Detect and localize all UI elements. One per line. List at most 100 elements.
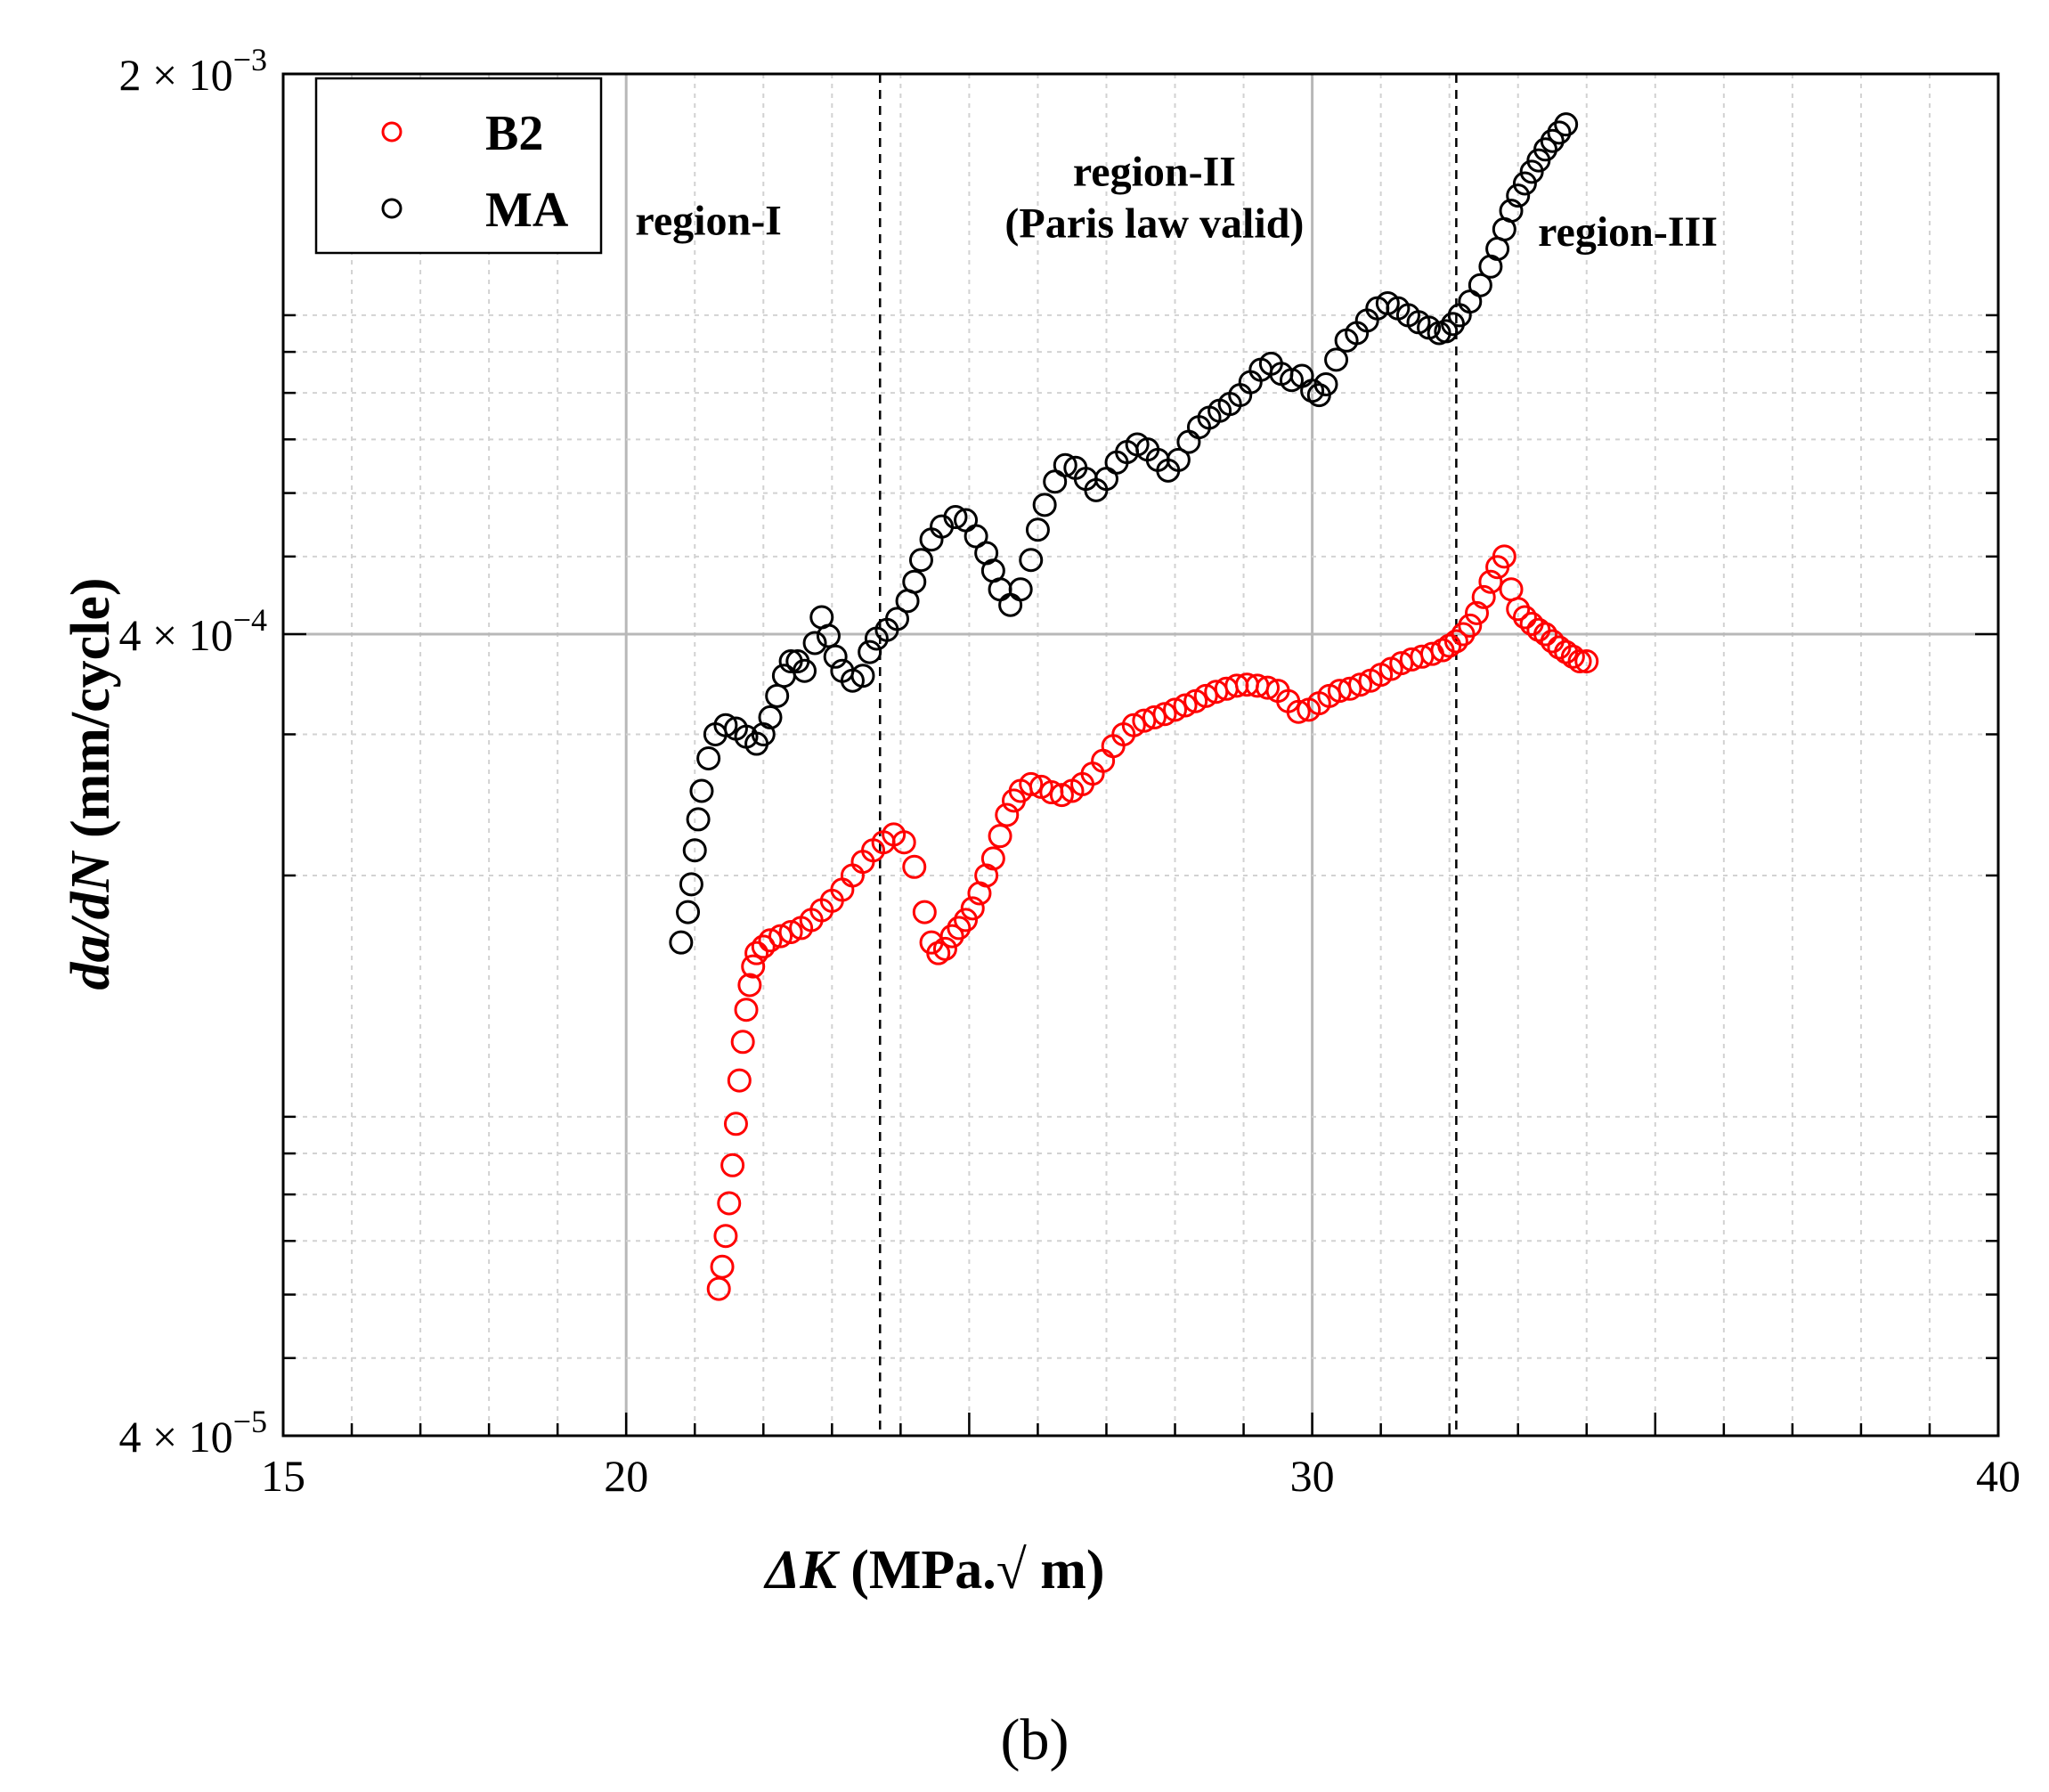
legend-marker-b2: [381, 121, 402, 143]
data-point-ma: [1512, 171, 1537, 196]
data-point-ma: [1008, 577, 1033, 602]
data-point-ma: [689, 778, 714, 803]
data-point-b2: [1348, 672, 1373, 697]
data-point-ma: [1019, 548, 1044, 573]
data-point-ma: [885, 607, 910, 631]
data-point-ma: [696, 745, 721, 770]
data-point-ma: [765, 683, 790, 708]
data-point-b2: [1478, 569, 1503, 594]
data-point-ma: [669, 930, 694, 955]
data-point-b2: [741, 954, 766, 979]
x-tick-label: 20: [604, 1451, 648, 1501]
data-point-b2: [1506, 597, 1531, 622]
legend-label-b2: B2: [485, 106, 543, 161]
data-point-ma: [1533, 137, 1558, 162]
data-point-ma: [1279, 368, 1304, 393]
data-point-b2: [1193, 683, 1218, 708]
data-point-b2: [1256, 675, 1281, 700]
data-point-ma: [1166, 447, 1191, 472]
legend-box: [314, 77, 603, 255]
x-tick-label: 15: [261, 1451, 305, 1501]
data-point-b2: [720, 1153, 745, 1177]
series-b2: [706, 544, 1599, 1301]
data-point-ma: [1300, 379, 1325, 403]
data-point-b2: [1567, 649, 1592, 674]
data-point-b2: [723, 1112, 748, 1136]
data-point-ma: [1499, 199, 1524, 224]
legend-label-ma: MA: [485, 183, 569, 238]
data-point-ma: [1554, 112, 1579, 137]
data-point-b2: [778, 919, 803, 944]
data-point-ma: [751, 721, 776, 746]
data-point-b2: [1458, 613, 1483, 638]
region-label: region-III: [1538, 208, 1718, 256]
y-axis-title: da/dN (mm/cycle): [61, 577, 121, 990]
data-point-b2: [758, 928, 783, 953]
data-point-ma: [1313, 371, 1338, 396]
data-point-ma: [850, 664, 875, 688]
data-point-b2: [1533, 622, 1558, 647]
data-point-b2: [713, 1224, 738, 1249]
data-point-ma: [802, 631, 827, 656]
data-point-ma: [902, 569, 927, 594]
data-point-ma: [1176, 429, 1201, 454]
data-point-b2: [902, 854, 927, 879]
data-point-b2: [1492, 544, 1516, 569]
x-tick-label: 30: [1290, 1451, 1335, 1501]
data-point-ma: [682, 838, 707, 863]
data-point-ma: [676, 900, 701, 925]
series-ma: [669, 112, 1579, 955]
figure-caption: (b): [1001, 1707, 1069, 1772]
data-point-b2: [1512, 605, 1537, 630]
data-point-b2: [706, 1276, 731, 1301]
region-labels: region-I region-II (Paris law valid) region…: [635, 149, 1717, 257]
data-point-ma: [1324, 347, 1349, 372]
region-boundaries: [878, 74, 1458, 1436]
data-point-ma: [686, 807, 711, 832]
data-point-b2: [1142, 705, 1167, 729]
data-point-ma: [908, 548, 933, 573]
data-point-ma: [679, 872, 703, 897]
data-point-ma: [823, 644, 848, 669]
data-point-b2: [734, 998, 759, 1022]
data-point-b2: [717, 1191, 742, 1216]
data-point-b2: [1286, 699, 1311, 724]
data-point-b2: [980, 846, 1005, 871]
x-tick-label: 40: [1976, 1451, 2021, 1501]
legend-marker-ma: [381, 198, 402, 219]
data-point-ma: [858, 639, 882, 664]
data-point-b2: [730, 1030, 755, 1055]
data-point-b2: [710, 1254, 735, 1279]
data-point-ma: [1547, 120, 1572, 145]
data-point-b2: [744, 941, 769, 965]
data-points: [669, 112, 1599, 1301]
data-point-b2: [1574, 649, 1599, 674]
y-tick-label: 4 × 10−4: [118, 602, 267, 660]
legend: B2 MA: [314, 77, 603, 255]
data-point-b2: [974, 863, 999, 888]
x-axis-title: ΔK (MPa.√ m): [762, 1540, 1104, 1601]
data-point-b2: [954, 908, 979, 933]
data-point-b2: [727, 1068, 752, 1093]
data-point-ma: [1540, 128, 1565, 153]
data-point-ma: [1485, 236, 1510, 261]
data-point-b2: [912, 900, 937, 925]
axis-ticks: 15 20 30 40 2 × 10−3 4 × 10−4 4 × 10−5: [118, 42, 2021, 1501]
data-point-ma: [998, 592, 1023, 617]
data-point-b2: [1338, 676, 1362, 701]
data-point-ma: [1053, 452, 1077, 477]
data-point-ma: [1025, 517, 1050, 542]
data-point-b2: [995, 802, 1020, 827]
data-point-ma: [1468, 273, 1492, 297]
data-point-b2: [988, 824, 1012, 849]
data-point-b2: [891, 830, 916, 855]
data-point-b2: [1471, 584, 1496, 609]
data-point-ma: [988, 577, 1012, 602]
grid-lines: [283, 74, 1998, 1436]
data-point-ma: [1032, 493, 1057, 517]
data-point-b2: [1560, 644, 1585, 669]
data-point-b2: [768, 924, 793, 949]
region-label: region-I: [635, 198, 781, 245]
data-point-b2: [1464, 600, 1489, 625]
